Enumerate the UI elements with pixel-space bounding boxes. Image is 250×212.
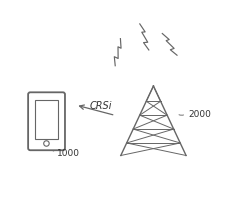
- Bar: [35, 100, 58, 139]
- Text: 1000: 1000: [56, 149, 80, 158]
- FancyBboxPatch shape: [28, 92, 65, 150]
- Text: CRSi: CRSi: [90, 101, 112, 111]
- Circle shape: [44, 141, 49, 146]
- Text: 2000: 2000: [188, 110, 211, 119]
